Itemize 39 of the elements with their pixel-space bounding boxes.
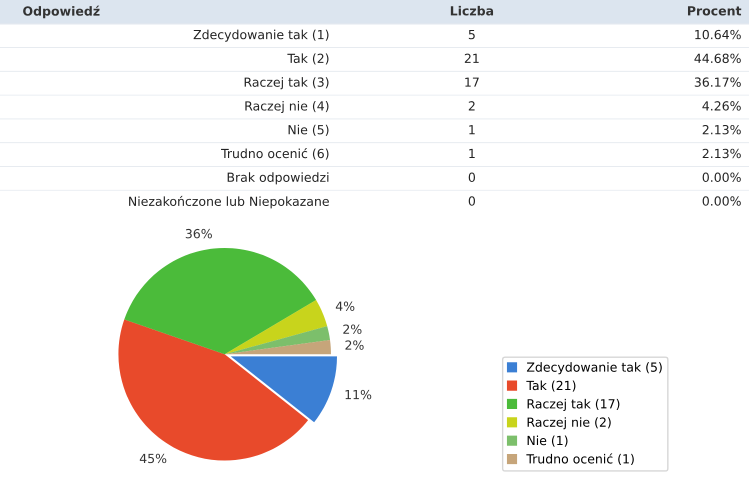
data-label: 2%	[343, 324, 362, 334]
data-label: 44.68%	[694, 54, 741, 64]
data-label: 0	[468, 196, 476, 206]
data-label: 10.64%	[695, 30, 741, 40]
data-label: 2.13%	[702, 148, 741, 158]
legend-label: Trudno ocenić (1)	[526, 453, 634, 466]
data-label: 2%	[345, 340, 364, 350]
category-label: Tak (2)	[287, 53, 328, 65]
data-label: 1	[469, 148, 475, 158]
data-label: 21	[464, 54, 479, 63]
category-label: Zdecydowanie tak (1)	[194, 30, 328, 42]
data-label: 2.13%	[702, 124, 741, 134]
category-label: Raczej nie (4)	[245, 100, 328, 114]
category-label: Raczej tak (3)	[244, 77, 328, 90]
data-label: 2	[468, 101, 475, 110]
text: Liczba	[450, 6, 494, 16]
legend-label: Nie (1)	[528, 436, 568, 447]
legend-label: Raczej nie (2)	[528, 417, 611, 430]
legend-label: Tak (21)	[526, 380, 576, 392]
text: Procent	[688, 6, 742, 16]
data-label: 11%	[346, 390, 372, 400]
data-label: 5	[468, 30, 475, 40]
data-label: 1	[469, 125, 475, 134]
data-label: 36%	[186, 228, 212, 238]
category-label: Brak odpowiedzi	[228, 172, 328, 184]
category-label: Trudno ocenić (6)	[221, 148, 328, 160]
category-label: Niezakończone lub Niepokazane	[129, 196, 329, 208]
data-label: 45%	[140, 454, 166, 464]
data-label: 17	[465, 78, 479, 87]
category-label: Nie (5)	[288, 124, 328, 136]
data-label: 4.26%	[702, 101, 741, 111]
data-label: 0.00%	[702, 196, 741, 206]
data-label: 0.00%	[702, 172, 741, 182]
data-label: 0	[468, 172, 476, 182]
legend-label: Zdecydowanie tak (5)	[526, 362, 662, 374]
text: Odpowiedź	[23, 6, 100, 18]
legend-label: Raczej tak (17)	[528, 398, 620, 411]
data-label: 4%	[336, 301, 354, 311]
data-label: 36.17%	[694, 77, 741, 87]
